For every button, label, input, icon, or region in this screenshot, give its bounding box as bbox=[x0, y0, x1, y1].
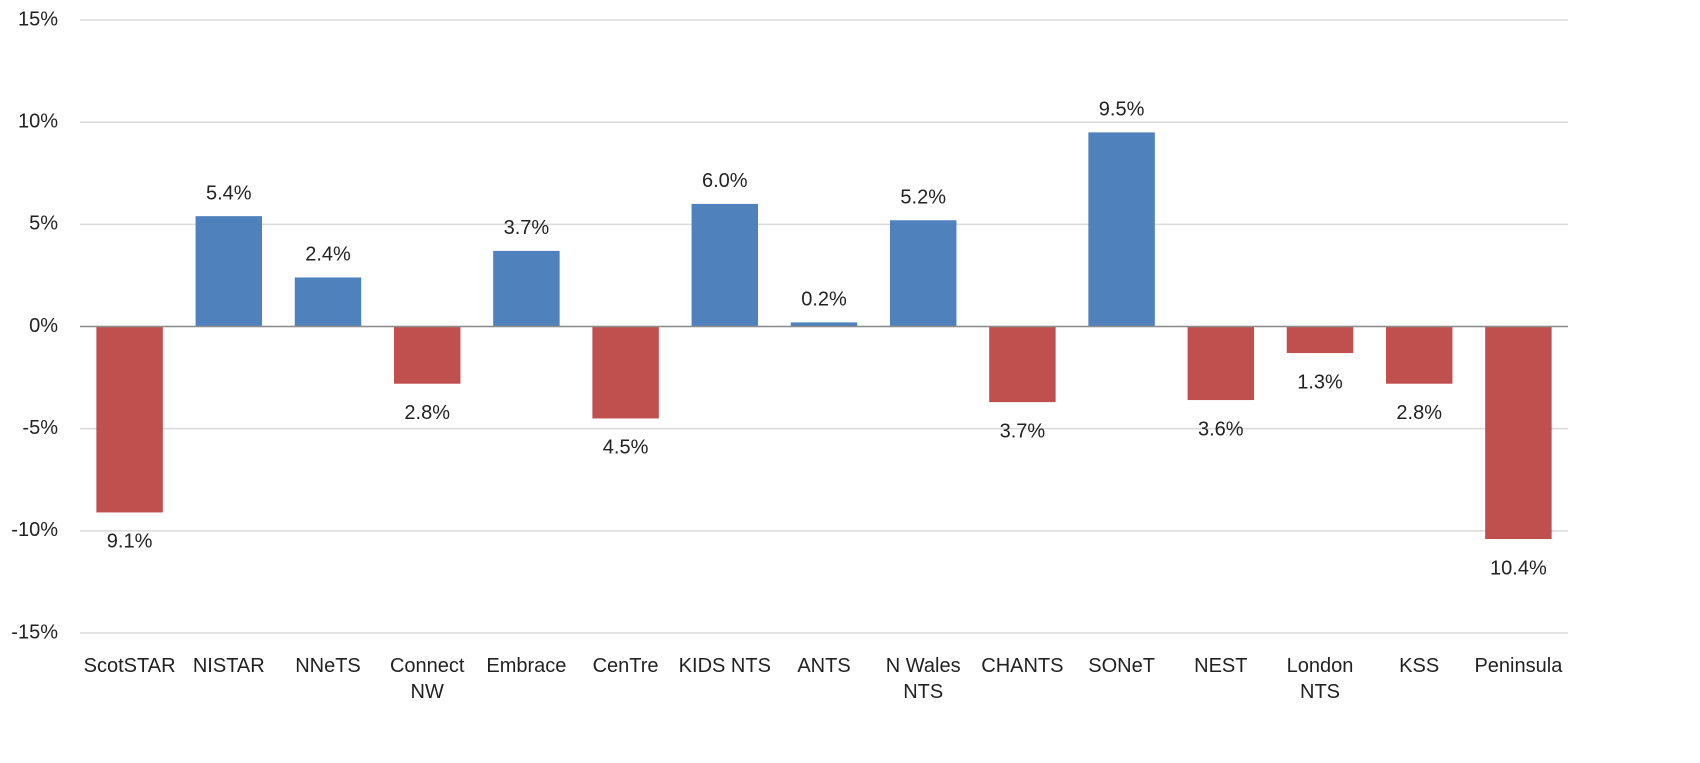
data-label: 1.3% bbox=[1297, 371, 1343, 393]
bar bbox=[989, 326, 1056, 403]
x-tick-label: CHANTS bbox=[981, 655, 1064, 677]
x-tick-label: London NTS bbox=[1286, 655, 1354, 703]
data-label: 6.0% bbox=[702, 170, 748, 192]
y-tick-label: 10% bbox=[18, 110, 58, 132]
x-tick-label: Embrace bbox=[486, 655, 567, 677]
x-tick-label: Peninsula bbox=[1474, 655, 1563, 677]
y-tick-label: -5% bbox=[22, 417, 58, 439]
bar bbox=[889, 220, 957, 327]
x-tick-label: NISTAR bbox=[192, 655, 265, 677]
bar bbox=[1485, 326, 1552, 540]
data-label: 2.4% bbox=[305, 244, 351, 266]
data-label: 2.8% bbox=[404, 402, 450, 424]
x-tick-label: N Wales NTS bbox=[885, 655, 961, 703]
x-tick-label: CenTre bbox=[592, 655, 659, 677]
data-label: 5.4% bbox=[206, 182, 252, 204]
bar bbox=[691, 203, 759, 327]
data-label: 3.7% bbox=[504, 217, 550, 239]
x-tick-label: KSS bbox=[1399, 655, 1440, 677]
y-tick-label: 5% bbox=[29, 213, 58, 235]
data-label: 5.2% bbox=[900, 187, 946, 209]
bar bbox=[393, 326, 461, 384]
x-tick-label: ScotSTAR bbox=[83, 655, 176, 677]
x-tick-label: ANTS bbox=[797, 655, 851, 677]
x-tick-label: NEST bbox=[1194, 655, 1248, 677]
bar bbox=[96, 326, 163, 513]
data-label: 9.5% bbox=[1099, 99, 1145, 121]
y-tick-label: -15% bbox=[11, 621, 58, 643]
data-label: 10.4% bbox=[1490, 557, 1547, 579]
x-tick-label: SONeT bbox=[1088, 655, 1155, 677]
y-tick-label: -10% bbox=[11, 519, 58, 541]
data-label: 2.8% bbox=[1396, 402, 1442, 424]
data-label: 3.7% bbox=[1000, 420, 1046, 442]
bar bbox=[790, 322, 858, 327]
x-tick-label: Connect NW bbox=[389, 655, 465, 703]
x-tick-label: NNeTS bbox=[295, 655, 361, 677]
data-label: 0.2% bbox=[801, 289, 847, 311]
y-tick-label: 15% bbox=[18, 8, 58, 30]
y-tick-label: 0% bbox=[29, 315, 58, 337]
x-tick-label: KIDS NTS bbox=[678, 655, 771, 677]
bar bbox=[1187, 326, 1255, 401]
data-label: 9.1% bbox=[107, 531, 153, 553]
bar bbox=[592, 326, 659, 419]
data-label: 3.6% bbox=[1198, 418, 1244, 440]
bar bbox=[1385, 326, 1453, 384]
bar bbox=[493, 250, 560, 327]
bar bbox=[1088, 132, 1155, 327]
bar bbox=[294, 277, 362, 327]
bar bbox=[1286, 326, 1354, 354]
data-label: 4.5% bbox=[603, 437, 649, 459]
bar bbox=[195, 216, 263, 327]
